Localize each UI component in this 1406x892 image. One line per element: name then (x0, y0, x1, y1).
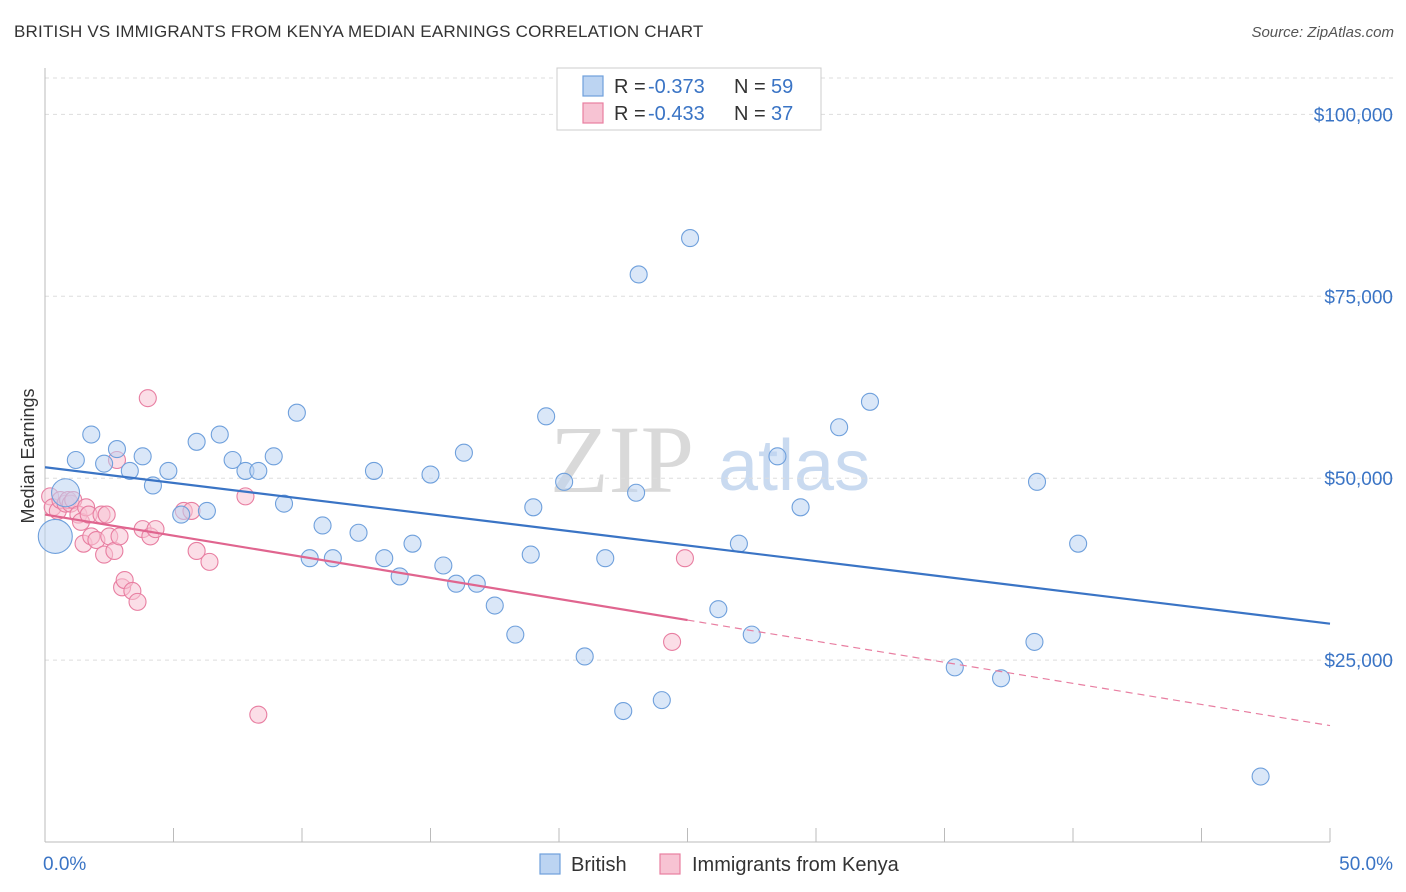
x-tick-label-max: 50.0% (1339, 854, 1393, 875)
watermark-atlas: atlas (718, 426, 870, 506)
british-point (1025, 632, 1044, 651)
british-point (434, 556, 453, 575)
british-point (51, 478, 81, 508)
kenya-point (146, 520, 165, 539)
bottom-legend-british: British (571, 854, 627, 876)
british-point (120, 461, 139, 480)
british-point (1069, 534, 1088, 553)
british-point (791, 498, 810, 517)
legend-british-r-label: R = (614, 76, 646, 98)
british-point (681, 229, 700, 248)
british-point (614, 701, 633, 721)
legend-swatch-kenya (582, 102, 604, 124)
kenya-point (187, 541, 206, 561)
x-axis-ticks (44, 828, 1331, 842)
chart-source: Source: ZipAtlas.com (1251, 24, 1394, 41)
british-point (82, 425, 101, 444)
british-point (596, 549, 615, 568)
kenya-point (110, 527, 129, 546)
legend-british-r-value: -0.373 (648, 76, 705, 98)
bottom-legend-swatch-kenya (659, 853, 681, 875)
kenya-point (200, 552, 219, 571)
kenya-trend-line (44, 513, 688, 622)
british-point (454, 443, 473, 462)
british-point (210, 425, 229, 444)
legend-kenya-r-value: -0.433 (648, 103, 705, 125)
british-point (313, 516, 332, 535)
british-point (66, 450, 85, 470)
kenya-trend-line-extrapolated (687, 619, 1331, 727)
bottom-legend: British Immigrants from Kenya (539, 853, 900, 876)
british-point (107, 440, 127, 459)
british-point (274, 494, 294, 513)
gridlines (45, 77, 1393, 661)
british-point (159, 461, 178, 480)
legend-kenya-n-label: N = (734, 103, 766, 125)
british-point (945, 658, 964, 677)
british-point (1251, 767, 1270, 786)
bottom-legend-swatch-british (539, 853, 561, 875)
y-axis-tick-labels: $25,000 $50,000 $75,000 $100,000 (1314, 105, 1393, 672)
british-point (421, 465, 440, 484)
trend-lines (44, 466, 1331, 727)
legend-box: R = -0.373 N = 59 R = -0.433 N = 37 (556, 67, 822, 131)
y-tick-label: $100,000 (1314, 105, 1393, 126)
british-point (991, 669, 1011, 688)
british-point (742, 625, 761, 644)
british-point (768, 447, 787, 466)
british-point (364, 461, 384, 480)
kenya-point (97, 505, 116, 524)
legend-swatch-british (582, 75, 604, 97)
british-point (555, 472, 574, 491)
british-point (830, 418, 849, 437)
british-point (860, 392, 880, 411)
british-point (37, 518, 73, 554)
kenya-point (249, 705, 268, 724)
british-point (323, 549, 342, 568)
british-point (521, 545, 540, 564)
british-point (95, 454, 114, 473)
british-point (264, 447, 283, 466)
british-point (375, 549, 394, 568)
british-point (652, 691, 671, 710)
british-point (537, 407, 556, 426)
british-point (729, 534, 748, 553)
legend-british-n-value: 59 (771, 76, 793, 98)
kenya-point (675, 549, 694, 568)
y-tick-label: $25,000 (1324, 651, 1393, 672)
british-point (627, 483, 646, 502)
british-point (485, 596, 504, 615)
british-point (390, 567, 409, 586)
british-point (403, 534, 422, 553)
british-point (197, 501, 216, 520)
y-tick-label: $50,000 (1324, 469, 1393, 490)
british-point (506, 625, 525, 644)
british-point (629, 265, 648, 284)
x-tick-label-min: 0.0% (43, 854, 86, 875)
british-point (223, 450, 242, 470)
british-point (287, 403, 306, 422)
british-point (133, 447, 152, 466)
kenya-point (663, 632, 682, 651)
british-point (349, 523, 368, 542)
legend-kenya-n-value: 37 (771, 103, 793, 125)
british-point (249, 461, 268, 480)
kenya-point (138, 389, 157, 408)
chart-title: BRITISH VS IMMIGRANTS FROM KENYA MEDIAN … (14, 22, 704, 41)
legend-british-n-label: N = (734, 76, 766, 98)
british-trend-line (44, 466, 1331, 625)
bottom-legend-kenya: Immigrants from Kenya (692, 854, 900, 876)
british-point (709, 600, 728, 619)
british-point (172, 505, 191, 524)
british-point (187, 432, 206, 451)
british-point (524, 498, 543, 517)
british-point (1027, 472, 1047, 491)
y-tick-label: $75,000 (1324, 287, 1393, 308)
kenya-point (128, 592, 147, 611)
british-point (575, 647, 594, 666)
legend-kenya-r-label: R = (614, 103, 646, 125)
y-axis-title: Median Earnings (18, 388, 38, 523)
watermark-zip: ZIP (550, 406, 694, 513)
